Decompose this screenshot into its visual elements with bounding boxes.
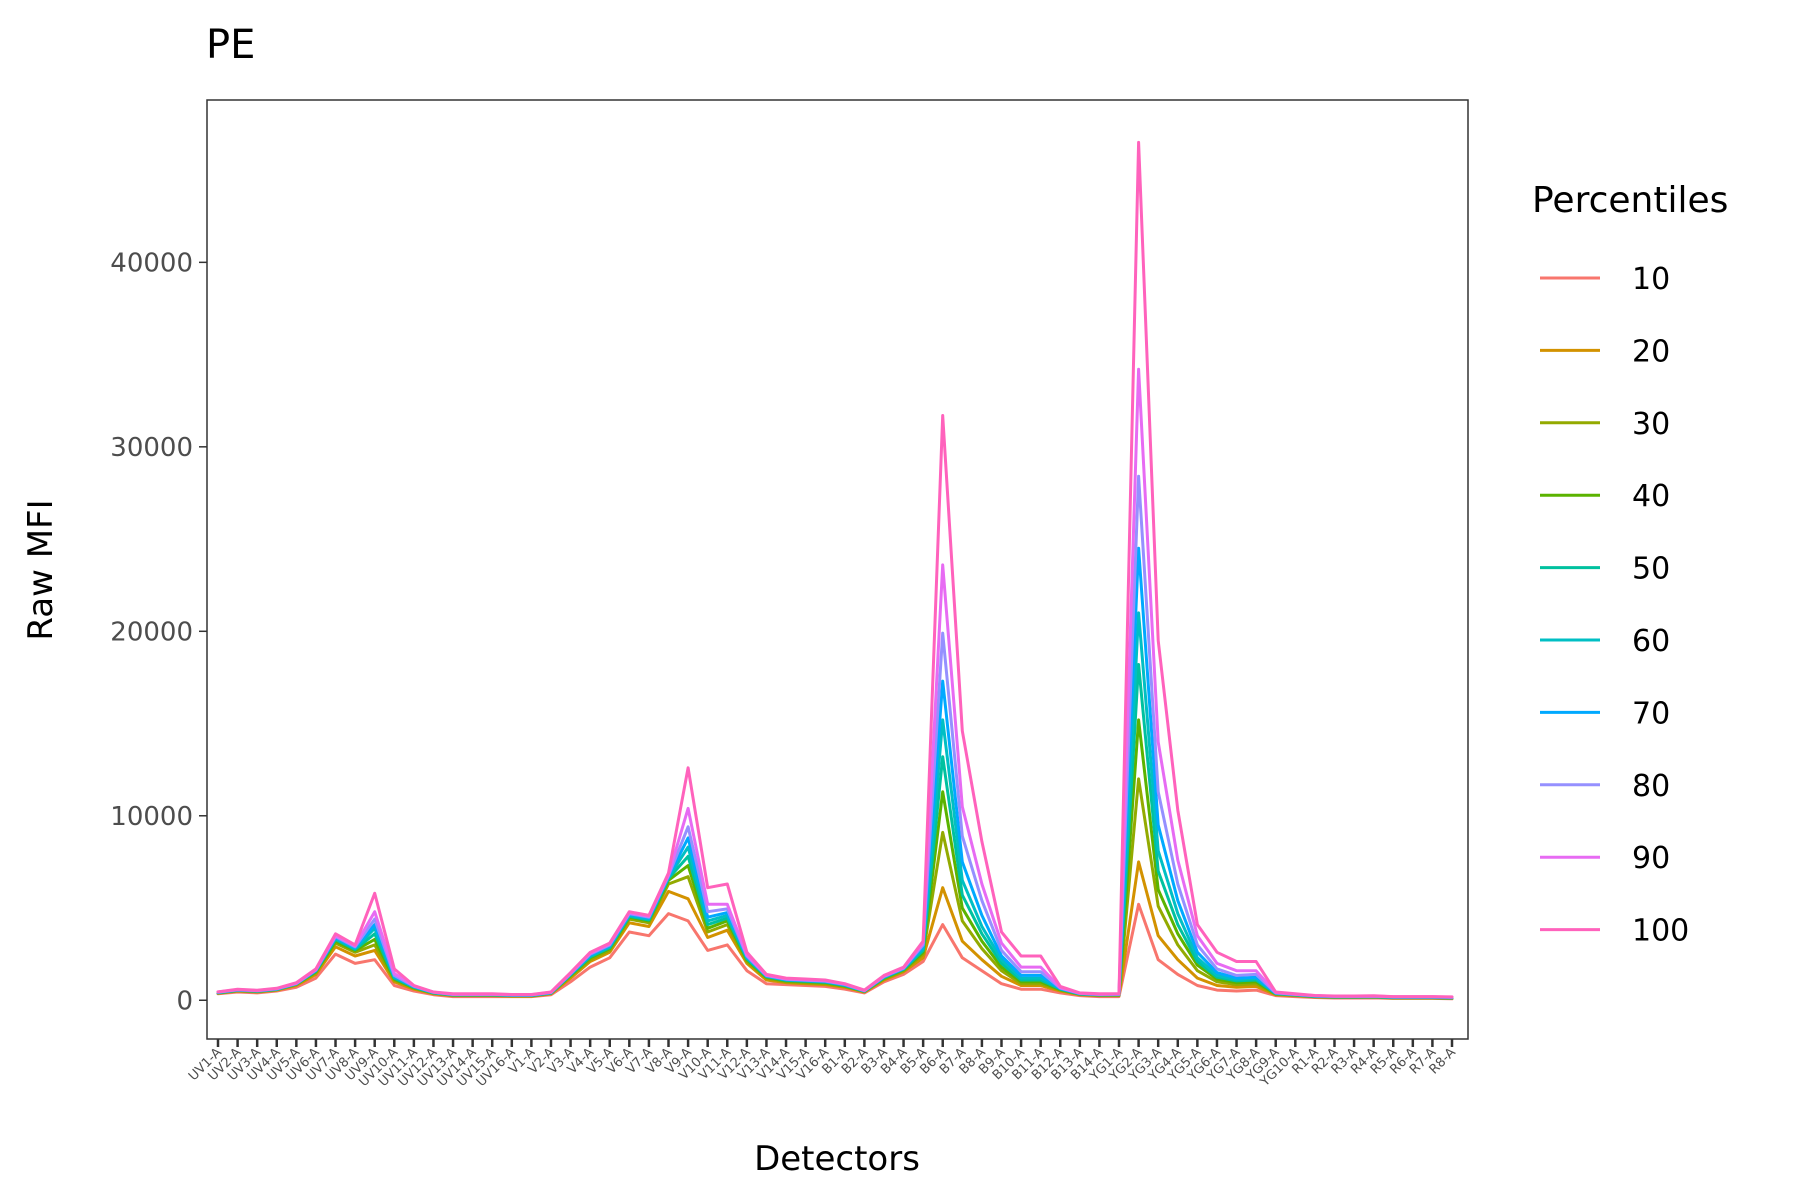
legend-items: 10 20 30 40 50 60 70 80 90 100 (1540, 262, 1689, 949)
legend-label-20: 20 (1632, 334, 1670, 369)
legend-label-90: 90 (1632, 841, 1670, 876)
y-axis: 0 10000 20000 30000 40000 (110, 248, 207, 1016)
y-tick-label: 40000 (110, 248, 193, 278)
x-axis-title: Detectors (754, 1139, 920, 1179)
plot-panel-border (206, 99, 1469, 1040)
series-layer (216, 140, 1454, 1001)
legend-title: Percentiles (1532, 180, 1728, 221)
legend-label-100: 100 (1632, 914, 1689, 949)
legend-label-40: 40 (1632, 479, 1670, 514)
chart-title: PE (206, 22, 255, 68)
y-axis-title: Raw MFI (21, 499, 61, 640)
legend-label-10: 10 (1632, 262, 1670, 297)
legend-label-80: 80 (1632, 769, 1670, 804)
legend-label-60: 60 (1632, 624, 1670, 659)
y-tick-label: 0 (176, 986, 193, 1016)
legend-label-30: 30 (1632, 407, 1670, 442)
series-line-100 (216, 140, 1454, 999)
y-tick-label: 30000 (110, 433, 193, 463)
legend-label-70: 70 (1632, 696, 1670, 731)
legend: Percentiles 10 20 30 40 50 60 70 80 90 100 (1532, 180, 1728, 949)
legend-label-50: 50 (1632, 552, 1670, 587)
x-axis: UV1-AUV2-AUV3-AUV4-AUV5-AUV6-AUV7-AUV8-A… (186, 1039, 1459, 1090)
y-tick-label: 20000 (110, 617, 193, 647)
y-tick-label: 10000 (110, 802, 193, 832)
